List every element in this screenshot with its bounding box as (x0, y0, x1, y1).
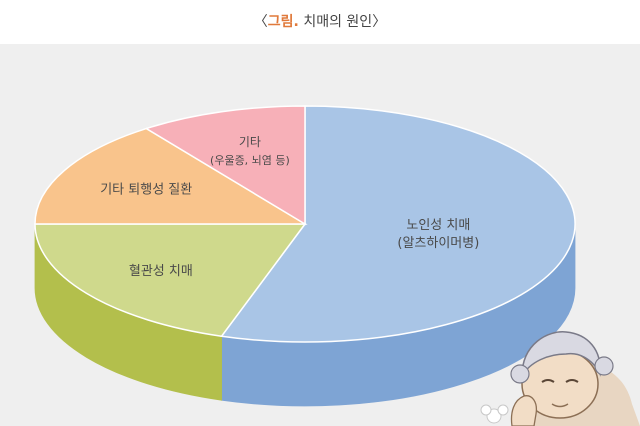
slice-label-3: 기타 (239, 135, 261, 149)
pie-slice-2 (34, 127, 308, 225)
pie-slice-1 (34, 223, 307, 338)
pie-tops (34, 105, 576, 343)
chart-title: 〈그림. 치매의 원인〉 (0, 0, 640, 44)
elderly-person-illustration (480, 331, 640, 426)
pie-slice-3 (144, 105, 306, 226)
title-close-bracket: 〉 (372, 14, 387, 30)
slice-label-1: 혈관성 치매 (129, 264, 193, 279)
pie-labels: 노인성 치매 (알츠하이머병) 혈관성 치매 기타 퇴행성 질환 기타 (우울증, 뇌염 … (100, 135, 479, 279)
slice-sublabel-3: (우울증, 뇌염 등) (210, 154, 290, 167)
title-open-bracket: 〈 (253, 14, 268, 30)
slice-label-0: 노인성 치매 (406, 218, 470, 233)
pie-slice-0 (220, 105, 576, 343)
title-text: 치매의 원인 (298, 14, 373, 30)
title-accent: 그림. (267, 14, 299, 30)
pie-chart: 노인성 치매 (알츠하이머병) 혈관성 치매 기타 퇴행성 질환 기타 (우울증, 뇌염 … (34, 105, 640, 426)
chart-panel: 노인성 치매 (알츠하이머병) 혈관성 치매 기타 퇴행성 질환 기타 (우울증, 뇌염 … (0, 44, 640, 426)
slice-sublabel-0: (알츠하이머병) (397, 236, 479, 251)
slice-label-2: 기타 퇴행성 질환 (100, 182, 192, 198)
